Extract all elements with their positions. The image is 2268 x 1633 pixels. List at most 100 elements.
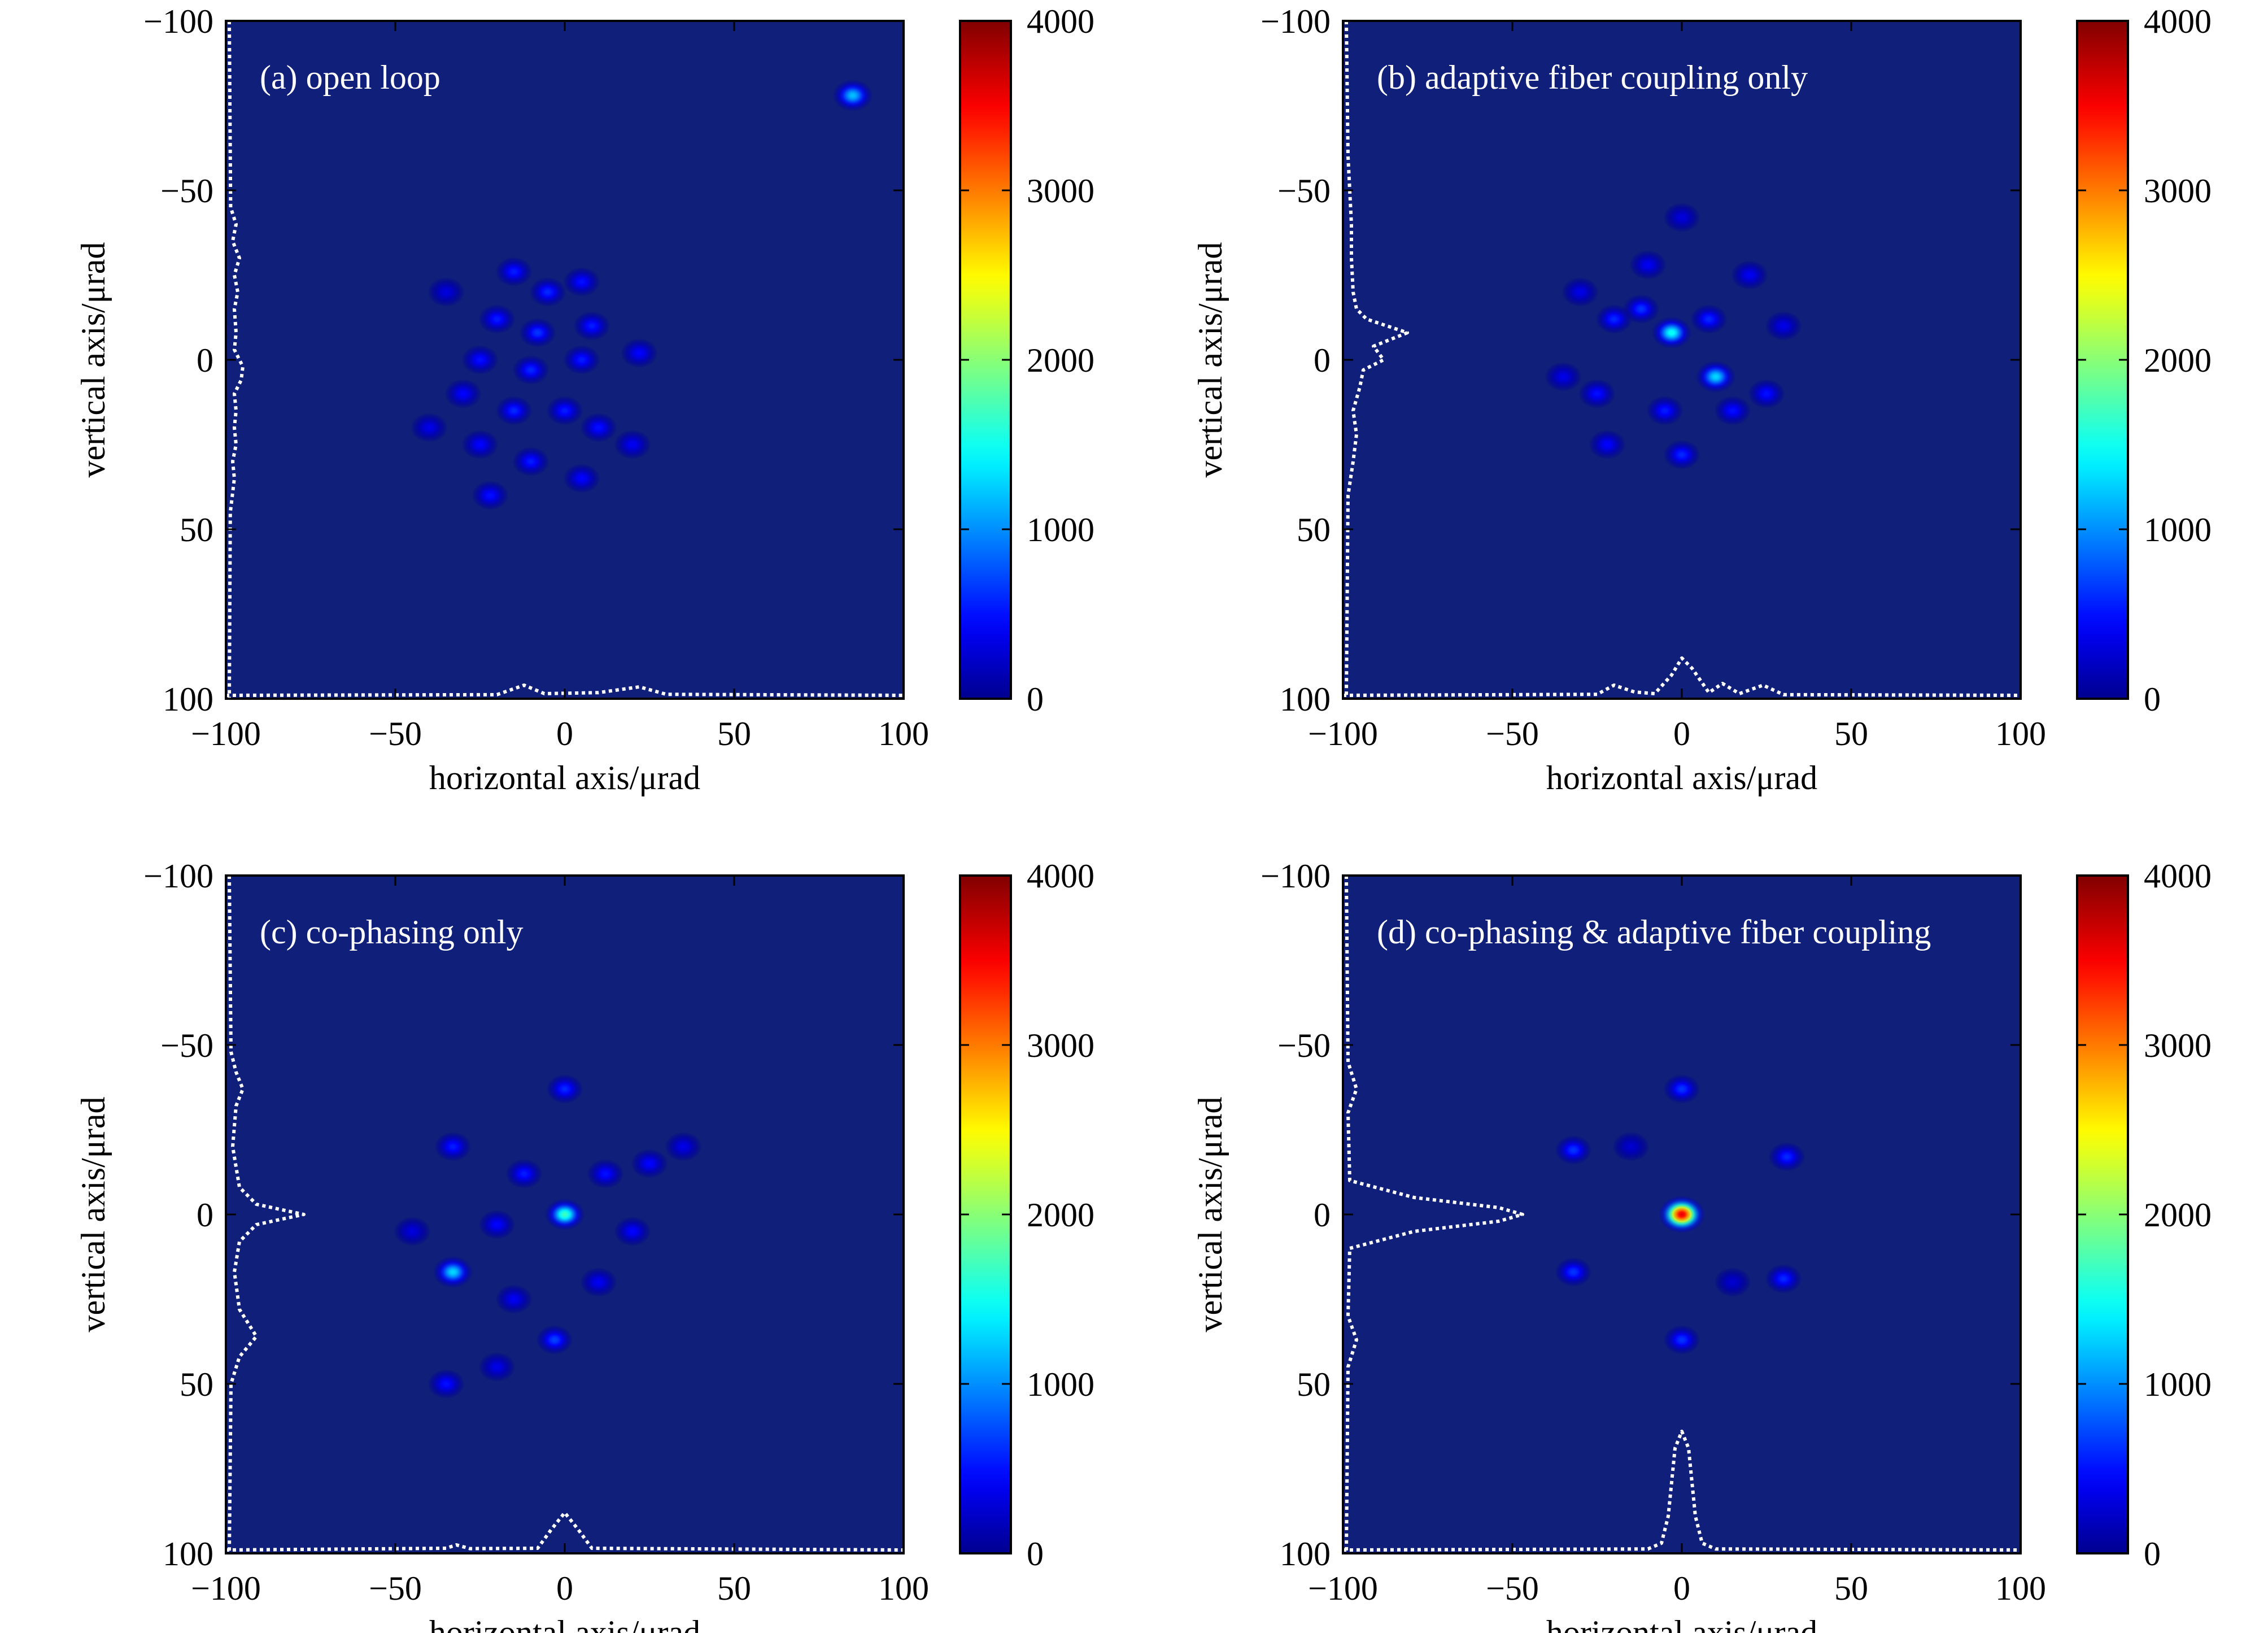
intensity-spot (665, 1131, 702, 1162)
intensity-spot (478, 1352, 516, 1382)
intensity-spot (580, 1267, 617, 1297)
intensity-spots (1555, 1074, 1805, 1355)
x-tick-label: 100 (878, 1570, 929, 1607)
intensity-spot (614, 1216, 651, 1247)
intensity-spot (563, 267, 600, 297)
y-tick-label: −50 (1277, 172, 1331, 210)
intensity-spot (519, 317, 556, 348)
x-axis-label: horizontal axis/μrad (429, 1614, 700, 1633)
intensity-spot (1595, 304, 1633, 334)
colorbar-tick-label: 3000 (1027, 172, 1094, 210)
colorbar-tick-label: 3000 (2144, 172, 2212, 210)
x-tick-label: −100 (1308, 715, 1378, 752)
colorbar-tick-label: 2000 (2144, 342, 2212, 379)
intensity-spot (478, 304, 516, 334)
y-tick-label: 0 (197, 1196, 213, 1234)
colorbar-tick-label: 1000 (2144, 511, 2212, 548)
y-tick-label: −50 (1277, 1027, 1331, 1064)
intensity-spot (505, 1159, 543, 1189)
intensity-spot (580, 412, 617, 443)
intensity-spot (1545, 362, 1582, 392)
intensity-spot (1663, 439, 1700, 470)
intensity-spot (411, 412, 448, 443)
intensity-spot (495, 1284, 533, 1314)
y-axis-label: vertical axis/μrad (1192, 242, 1229, 478)
intensity-spot (1589, 429, 1626, 460)
intensity-spot (472, 480, 509, 511)
colorbar-tick-label: 1000 (1027, 1366, 1094, 1403)
horizontal-profile-curve (1342, 656, 2021, 697)
intensity-spot (1714, 1267, 1751, 1297)
vertical-profile-curve (1345, 20, 1409, 699)
y-tick-label: 100 (1280, 681, 1331, 718)
y-tick-label: 100 (1280, 1535, 1331, 1573)
x-tick-label: 100 (878, 715, 929, 752)
x-axis-label: horizontal axis/μrad (429, 759, 700, 796)
intensity-spot (563, 463, 600, 494)
y-tick-label: 50 (180, 511, 213, 548)
y-tick-label: 0 (1314, 342, 1331, 379)
y-tick-label: 50 (180, 1366, 213, 1403)
intensity-spot (1731, 260, 1768, 290)
intensity-spot (1651, 316, 1692, 349)
intensity-spot (1663, 1074, 1700, 1104)
colorbar-tick-label: 2000 (2144, 1196, 2212, 1234)
x-tick-label: −100 (191, 1570, 261, 1607)
intensity-spot (1765, 311, 1802, 341)
x-tick-label: 50 (1834, 715, 1868, 752)
intensity-spot (1629, 250, 1667, 280)
intensity-spot (1663, 202, 1700, 233)
intensity-spot (573, 311, 610, 341)
panel-title: (c) co-phasing only (260, 913, 524, 951)
intensity-spot (433, 1256, 473, 1288)
colorbar-tick-label: 4000 (2144, 3, 2212, 40)
vertical-profile-curve (228, 20, 245, 699)
y-tick-label: 50 (1297, 1366, 1331, 1403)
y-tick-label: 0 (1314, 1196, 1331, 1234)
colorbar-tick-label: 4000 (2144, 857, 2212, 895)
x-tick-label: 0 (556, 715, 573, 752)
colorbar-tick-label: 3000 (1027, 1027, 1094, 1064)
intensity-spot (428, 277, 465, 307)
colorbar-tick-label: 3000 (2144, 1027, 2212, 1064)
horizontal-profile-curve (1342, 1430, 2021, 1552)
y-tick-label: 0 (197, 342, 213, 379)
intensity-spot (495, 395, 533, 426)
intensity-spot (1562, 277, 1599, 307)
intensity-spot (1768, 1142, 1805, 1172)
intensity-spot (512, 446, 549, 477)
colorbar-tick-label: 4000 (1027, 3, 1094, 40)
y-tick-label: 50 (1297, 511, 1331, 548)
intensity-spot (478, 1209, 516, 1240)
intensity-spots (394, 1074, 702, 1399)
vertical-profile-curve (228, 875, 306, 1554)
x-tick-label: −50 (1486, 715, 1539, 752)
intensity-spot (495, 256, 533, 287)
colorbar-tick-label: 0 (2144, 681, 2161, 718)
intensity-spot (1555, 1135, 1592, 1165)
intensity-spot (444, 378, 482, 409)
intensity-spot (461, 345, 499, 375)
panel-title: (a) open loop (260, 59, 440, 96)
y-tick-label: −100 (1261, 857, 1331, 895)
x-tick-label: −100 (191, 715, 261, 752)
intensity-spot (832, 79, 873, 112)
y-tick-label: −100 (1261, 3, 1331, 40)
y-axis-label: vertical axis/μrad (1192, 1097, 1229, 1332)
intensity-spot (1714, 395, 1751, 426)
plot-background (1343, 21, 2021, 699)
panel-title: (d) co-phasing & adaptive fiber coupling (1377, 913, 1931, 951)
intensity-spot (512, 355, 549, 385)
intensity-spot (428, 1369, 465, 1399)
intensity-spot (1658, 1195, 1706, 1234)
intensity-spot (529, 277, 566, 307)
intensity-spot (1555, 1257, 1592, 1287)
x-tick-label: −50 (369, 1570, 422, 1607)
colorbar-tick-label: 1000 (1027, 511, 1094, 548)
intensity-spot (546, 1074, 583, 1104)
intensity-spot (621, 338, 658, 368)
x-axis-label: horizontal axis/μrad (1546, 1614, 1817, 1633)
